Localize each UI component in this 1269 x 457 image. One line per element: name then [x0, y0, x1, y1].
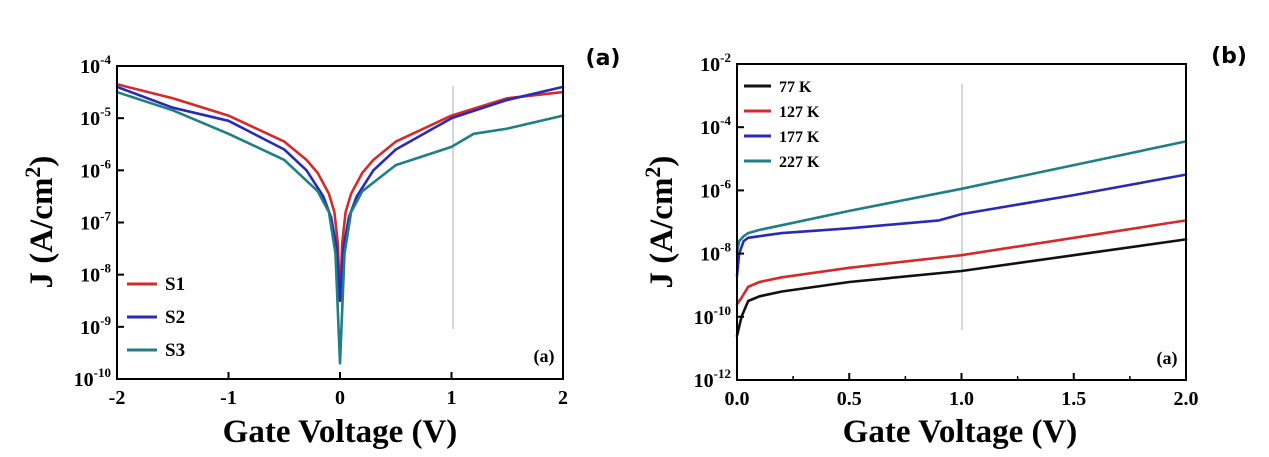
panel-label: (a) [586, 46, 621, 71]
panel-label: (b) [1211, 44, 1247, 69]
y-tick-label: 10-8 [700, 240, 731, 266]
legend-label: 127 K [779, 104, 820, 121]
y-tick-label: 10-4 [80, 52, 111, 78]
y-tick-label: 10-10 [694, 303, 731, 329]
y-axis-label-superscript: 2 [640, 167, 665, 178]
legend-label: S3 [165, 340, 185, 361]
series-line-s2 [115, 85, 565, 303]
y-axis-label: J (A/cm2) [640, 156, 680, 289]
series-line-127-k [735, 219, 1188, 306]
x-tick-label: 0.0 [725, 388, 750, 410]
y-tick-label: 10-6 [700, 176, 731, 202]
y-tick-label: 10-5 [80, 104, 111, 130]
x-axis-label: Gate Voltage (V) [843, 414, 1078, 450]
y-tick-label: 10-9 [80, 313, 111, 339]
y-axis-label-end: ) [24, 156, 60, 167]
x-tick-label: -2 [109, 387, 126, 409]
series-line-77-k [735, 238, 1188, 338]
x-axis-label: Gate Voltage (V) [223, 414, 458, 450]
series-line-227-k [735, 140, 1188, 254]
legend-label: S2 [165, 307, 185, 328]
x-tick-label: 2.0 [1174, 388, 1199, 410]
inner-panel-label: (a) [1157, 348, 1178, 369]
chart-panel-a: (a) -2 -1 0 1 2 10-10 10-9 10-8 10-7 10-6 10-5 10-4… [20, 46, 620, 450]
legend-label: 77 K [779, 79, 812, 96]
inner-panel-label: (a) [534, 346, 555, 367]
y-tick-label: 10-8 [80, 261, 111, 287]
y-tick-label: 10-4 [700, 113, 731, 139]
x-tick-label: 1 [447, 387, 457, 409]
y-axis-label: J (A/cm2) [20, 156, 60, 289]
y-axis-label-base: J (A/cm [24, 178, 60, 289]
x-tick-label: 1.0 [949, 388, 974, 410]
legend-label: S1 [165, 274, 185, 295]
series-line-s1 [115, 83, 565, 303]
x-tick-label: -1 [220, 387, 237, 409]
legend-label: 177 K [779, 129, 820, 146]
y-tick-label: 10-12 [694, 366, 731, 392]
series-line-177-k [735, 173, 1188, 278]
x-tick-label: 0.5 [837, 388, 862, 410]
y-axis-label-end: ) [644, 156, 680, 167]
x-tick-label: 2 [558, 387, 568, 409]
x-tick-label: 1.5 [1061, 388, 1086, 410]
y-axis-label-superscript: 2 [20, 167, 45, 178]
x-tick-label: 0 [335, 387, 345, 409]
chart-panel-b: (b) 0.0 0.5 1.0 1.5 2.0 10-12 10-10 10-8 10-6 10-… [640, 44, 1247, 450]
legend-label: 227 K [779, 154, 820, 171]
y-tick-label: 10-10 [74, 365, 111, 391]
series-line-s3 [115, 90, 565, 365]
y-tick-label: 10-7 [80, 209, 111, 235]
y-tick-label: 10-6 [80, 156, 111, 182]
y-tick-label: 10-2 [700, 50, 731, 76]
y-axis-label-base: J (A/cm [644, 178, 680, 289]
